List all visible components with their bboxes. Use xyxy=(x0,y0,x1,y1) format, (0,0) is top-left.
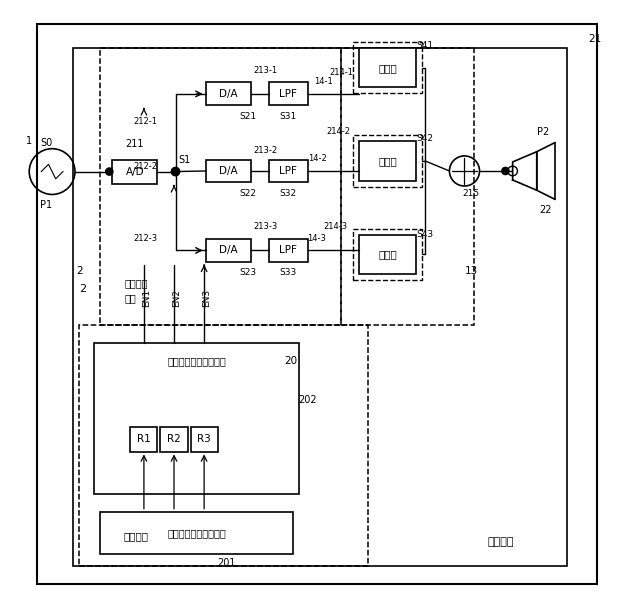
Bar xyxy=(191,427,218,452)
Text: S32: S32 xyxy=(280,189,297,197)
Bar xyxy=(205,239,251,262)
Text: S0: S0 xyxy=(40,138,52,148)
Bar xyxy=(100,512,293,554)
Bar xyxy=(269,239,308,262)
Bar xyxy=(94,343,299,494)
Text: 音響装置: 音響装置 xyxy=(487,537,514,547)
Text: LPF: LPF xyxy=(280,166,298,176)
Bar xyxy=(353,42,422,93)
Text: 13: 13 xyxy=(465,266,477,276)
Text: S41: S41 xyxy=(417,41,434,49)
Bar xyxy=(112,160,157,184)
Bar xyxy=(269,160,308,182)
Text: S42: S42 xyxy=(417,134,434,143)
Circle shape xyxy=(106,168,113,175)
Polygon shape xyxy=(513,152,537,190)
Text: 214-2: 214-2 xyxy=(326,128,350,136)
Text: 201: 201 xyxy=(218,558,236,568)
Text: 2: 2 xyxy=(76,266,83,276)
Text: 1: 1 xyxy=(26,137,32,146)
Text: 212-3: 212-3 xyxy=(133,234,157,243)
Text: S21: S21 xyxy=(239,112,257,120)
Bar xyxy=(100,48,341,325)
Text: S23: S23 xyxy=(239,268,257,277)
Text: 装置: 装置 xyxy=(124,293,136,303)
Bar xyxy=(353,135,422,187)
Text: S22: S22 xyxy=(239,189,256,197)
Text: 14-1: 14-1 xyxy=(314,78,332,86)
Text: 213-1: 213-1 xyxy=(253,66,278,75)
Text: 211: 211 xyxy=(125,140,144,149)
Text: P1: P1 xyxy=(40,200,52,209)
Text: 212-1: 212-1 xyxy=(134,117,157,126)
Bar xyxy=(79,325,368,566)
Text: A/D: A/D xyxy=(125,167,144,176)
Text: S43: S43 xyxy=(417,231,434,239)
Text: 信号処理: 信号処理 xyxy=(124,278,148,288)
Bar xyxy=(73,48,567,566)
Text: 14-3: 14-3 xyxy=(308,234,326,243)
Text: 22: 22 xyxy=(540,205,552,215)
Text: LPF: LPF xyxy=(280,89,298,99)
Text: アンプ: アンプ xyxy=(378,63,397,73)
Text: 2: 2 xyxy=(79,284,86,294)
Text: 212-2: 212-2 xyxy=(134,162,157,170)
Text: LPF: LPF xyxy=(280,246,298,255)
Bar xyxy=(359,48,417,87)
Bar xyxy=(205,160,251,182)
Circle shape xyxy=(172,167,180,176)
Text: 14-2: 14-2 xyxy=(308,155,326,163)
Text: アンプ: アンプ xyxy=(378,156,397,166)
Text: イネーブル信号出力部: イネーブル信号出力部 xyxy=(167,356,226,366)
Bar xyxy=(269,82,308,105)
Text: EN2: EN2 xyxy=(172,289,181,307)
Text: R3: R3 xyxy=(197,435,211,444)
Bar xyxy=(353,229,422,280)
Text: 214-3: 214-3 xyxy=(323,222,347,231)
Text: 215: 215 xyxy=(462,190,479,198)
Text: S31: S31 xyxy=(280,112,297,120)
Bar xyxy=(161,427,188,452)
Text: R1: R1 xyxy=(137,435,151,444)
Text: 213-3: 213-3 xyxy=(253,223,278,231)
Text: D/A: D/A xyxy=(219,246,237,255)
Text: D/A: D/A xyxy=(219,89,237,99)
Text: S1: S1 xyxy=(179,155,191,164)
Text: 21: 21 xyxy=(588,34,601,44)
Bar xyxy=(131,427,157,452)
Bar xyxy=(205,82,251,105)
Text: EN1: EN1 xyxy=(142,289,151,307)
Text: 213-2: 213-2 xyxy=(253,146,278,155)
Text: 制御装置: 制御装置 xyxy=(124,531,149,541)
Text: D/A: D/A xyxy=(219,166,237,176)
Bar xyxy=(359,235,417,274)
Bar xyxy=(359,141,417,181)
Text: イネーブル信号書換部: イネーブル信号書換部 xyxy=(167,528,226,538)
Bar xyxy=(341,48,474,325)
Text: R2: R2 xyxy=(167,435,181,444)
Text: アンプ: アンプ xyxy=(378,249,397,259)
Circle shape xyxy=(502,167,509,175)
Text: P2: P2 xyxy=(536,127,549,137)
Text: 20: 20 xyxy=(284,356,297,366)
Text: EN3: EN3 xyxy=(202,289,211,307)
Text: S33: S33 xyxy=(280,268,297,277)
Text: 202: 202 xyxy=(299,396,317,405)
Text: 214-1: 214-1 xyxy=(329,69,353,77)
